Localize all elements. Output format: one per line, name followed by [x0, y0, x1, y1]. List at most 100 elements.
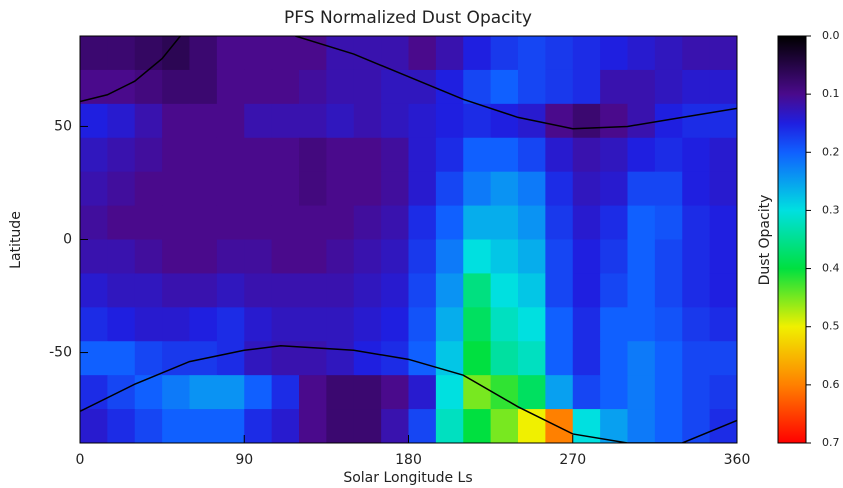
- heatmap-cell: [80, 307, 108, 342]
- heatmap-cell: [381, 273, 410, 308]
- heatmap-cell: [80, 341, 108, 376]
- heatmap-cell: [545, 205, 574, 241]
- heatmap-cell: [572, 375, 601, 410]
- heatmap-cell: [408, 205, 437, 241]
- heatmap-cell: [107, 307, 136, 342]
- heatmap-cell: [682, 137, 711, 173]
- heatmap-cell: [299, 69, 327, 105]
- heatmap-cell: [572, 69, 601, 105]
- heatmap-cell: [435, 69, 464, 105]
- heatmap-cell: [162, 307, 191, 342]
- y-tick-label: -50: [49, 345, 72, 361]
- heatmap-cell: [353, 137, 382, 173]
- heatmap-cell: [216, 409, 245, 443]
- heatmap-cell: [107, 239, 136, 275]
- heatmap-cell: [244, 69, 273, 105]
- heatmap-cell: [654, 375, 683, 410]
- heatmap-cell: [189, 103, 218, 139]
- heatmap-cell: [518, 273, 546, 308]
- heatmap-cell: [189, 171, 218, 207]
- heatmap-cell: [107, 103, 136, 139]
- heatmap-cell: [682, 375, 711, 410]
- heatmap-cell: [490, 137, 519, 173]
- y-axis-label: Latitude: [8, 211, 24, 269]
- heatmap-cell: [189, 36, 218, 71]
- heatmap-cell: [271, 409, 300, 443]
- heatmap-cell: [326, 239, 355, 275]
- heatmap-cell: [709, 341, 737, 376]
- heatmap-cell: [435, 375, 464, 410]
- heatmap-cell: [326, 171, 355, 207]
- heatmap-cell: [654, 409, 683, 443]
- heatmap-cell: [134, 375, 163, 410]
- heatmap-cell: [518, 341, 546, 376]
- heatmap-cell: [244, 239, 273, 275]
- heatmap-cell: [80, 103, 108, 139]
- heatmap-cell: [463, 171, 492, 207]
- colorbar-tick-label: 0.1: [822, 87, 840, 100]
- heatmap-cell: [80, 239, 108, 275]
- heatmap-cell: [682, 239, 711, 275]
- heatmap-cell: [408, 239, 437, 275]
- heatmap-cell: [408, 409, 437, 443]
- heatmap-cell: [353, 341, 382, 376]
- x-axis-label: Solar Longitude Ls: [343, 470, 472, 486]
- heatmap-cell: [627, 36, 656, 71]
- heatmap-cell: [518, 239, 546, 275]
- heatmap-cell: [326, 103, 355, 139]
- heatmap-cell: [271, 205, 300, 241]
- heatmap-cell: [654, 341, 683, 376]
- heatmap-cell: [381, 103, 410, 139]
- heatmap-cell: [627, 375, 656, 410]
- heatmap-cell: [244, 205, 273, 241]
- boundary-line: [80, 36, 181, 103]
- heatmap-cell: [189, 409, 218, 443]
- heatmap-cell: [107, 409, 136, 443]
- heatmap-cell: [408, 273, 437, 308]
- heatmap-cell: [408, 171, 437, 207]
- heatmap-cell: [463, 103, 492, 139]
- heatmap-cell: [518, 103, 546, 139]
- heatmap-cell: [189, 273, 218, 308]
- heatmap-cell: [682, 171, 711, 207]
- heatmap-cell: [326, 69, 355, 105]
- heatmap-cell: [572, 307, 601, 342]
- heatmap-cell: [244, 341, 273, 376]
- heatmap-cell: [271, 307, 300, 342]
- x-tick-label: 270: [559, 452, 586, 468]
- heatmap-cell: [709, 375, 737, 410]
- heatmap-cell: [600, 341, 629, 376]
- heatmap-cell: [244, 171, 273, 207]
- heatmap-cell: [654, 307, 683, 342]
- heatmap-cell: [545, 409, 574, 443]
- heatmap-cell: [490, 409, 519, 443]
- heatmap-cell: [435, 171, 464, 207]
- heatmap-cell: [545, 69, 574, 105]
- heatmap-cell: [490, 341, 519, 376]
- heatmap-cell: [545, 103, 574, 139]
- heatmap-cell: [271, 273, 300, 308]
- heatmap-cell: [162, 273, 191, 308]
- heatmap-cell: [326, 341, 355, 376]
- heatmap-cell: [545, 36, 574, 71]
- heatmap-cell: [654, 137, 683, 173]
- heatmap-cell: [107, 375, 136, 410]
- heatmap-cell: [627, 273, 656, 308]
- x-tick-label: 0: [76, 452, 85, 468]
- heatmap-cell: [435, 409, 464, 443]
- heatmap-cell: [80, 171, 108, 207]
- heatmap-cell: [134, 273, 163, 308]
- heatmap-cell: [408, 137, 437, 173]
- heatmap-cell: [381, 409, 410, 443]
- heatmap-cell: [244, 273, 273, 308]
- heatmap-cell: [216, 375, 245, 410]
- heatmap-cell: [600, 239, 629, 275]
- heatmap-cell: [545, 273, 574, 308]
- heatmap-cell: [709, 171, 737, 207]
- heatmap-cell: [682, 273, 711, 308]
- heatmap-cell: [162, 137, 191, 173]
- heatmap-cell: [189, 375, 218, 410]
- heatmap-cell: [435, 307, 464, 342]
- heatmap-cell: [134, 341, 163, 376]
- heatmap-cell: [572, 171, 601, 207]
